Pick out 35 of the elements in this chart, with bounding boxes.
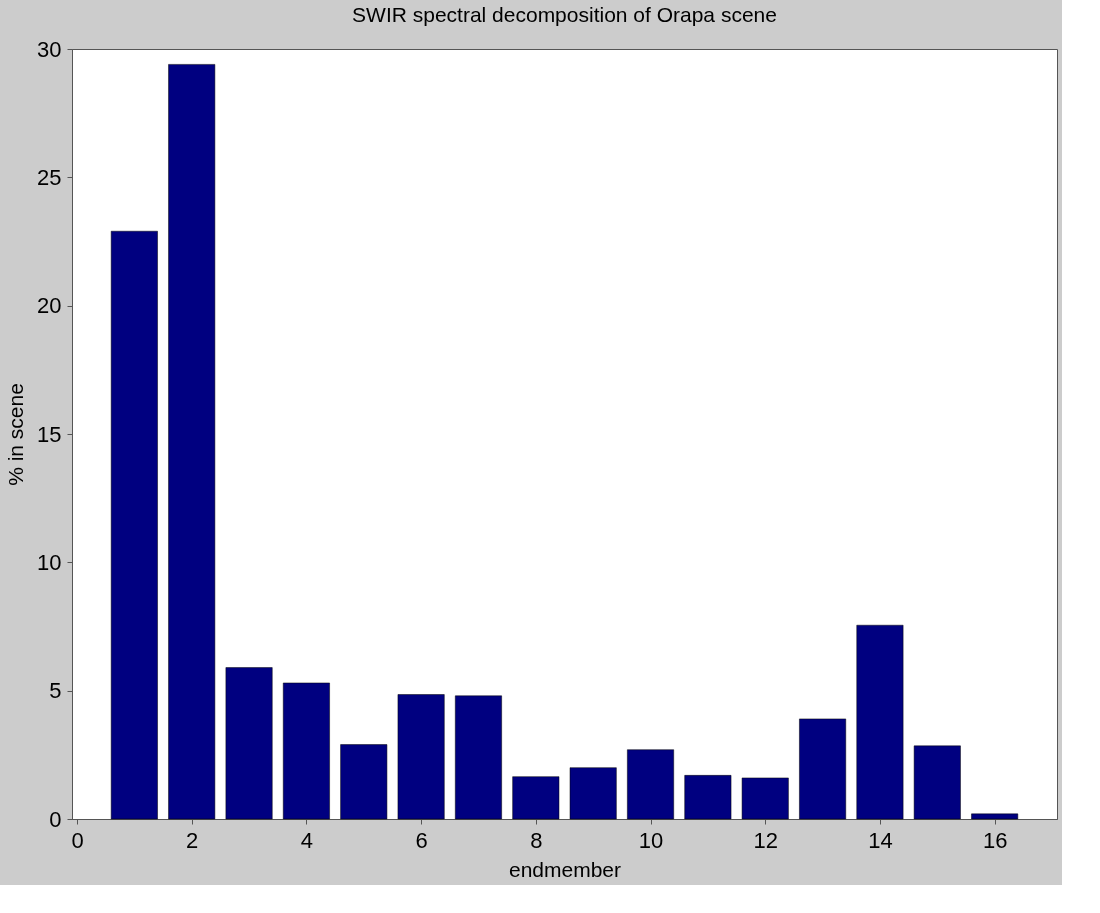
bar — [971, 813, 1019, 820]
bar — [110, 230, 158, 820]
bar — [741, 777, 789, 820]
x-tick-label: 0 — [71, 827, 84, 853]
x-tick-label: 10 — [638, 827, 664, 853]
x-tick-label: 12 — [753, 827, 778, 853]
y-axis-title: % in scene — [4, 383, 28, 486]
y-tick-label: 25 — [37, 164, 62, 190]
x-tick-label: 4 — [300, 827, 314, 853]
x-tick-label: 8 — [530, 827, 543, 853]
x-tick-label: 16 — [982, 827, 1008, 853]
x-tick-label: 2 — [186, 827, 199, 853]
bar — [799, 718, 847, 820]
bar — [684, 775, 732, 820]
y-tick-label: 20 — [37, 293, 62, 319]
bar — [168, 64, 216, 820]
bar — [856, 624, 904, 820]
bar — [569, 767, 617, 820]
bar — [340, 744, 388, 820]
bar — [225, 667, 273, 820]
y-tick-label: 5 — [49, 678, 62, 704]
y-tick-label: 15 — [37, 421, 62, 447]
chart-title: SWIR spectral decomposition of Orapa scene — [352, 3, 777, 26]
y-tick-label: 0 — [49, 806, 62, 832]
x-tick-label: 6 — [415, 827, 428, 853]
bar — [913, 745, 961, 820]
x-axis-title: endmember — [508, 857, 622, 881]
bar — [455, 695, 502, 820]
x-tick-label: 14 — [868, 827, 893, 853]
bar — [397, 694, 445, 820]
y-tick-label: 10 — [37, 549, 62, 575]
y-tick-label: 30 — [37, 36, 62, 62]
bar — [282, 682, 330, 820]
bar — [627, 749, 674, 820]
bar — [512, 776, 560, 820]
